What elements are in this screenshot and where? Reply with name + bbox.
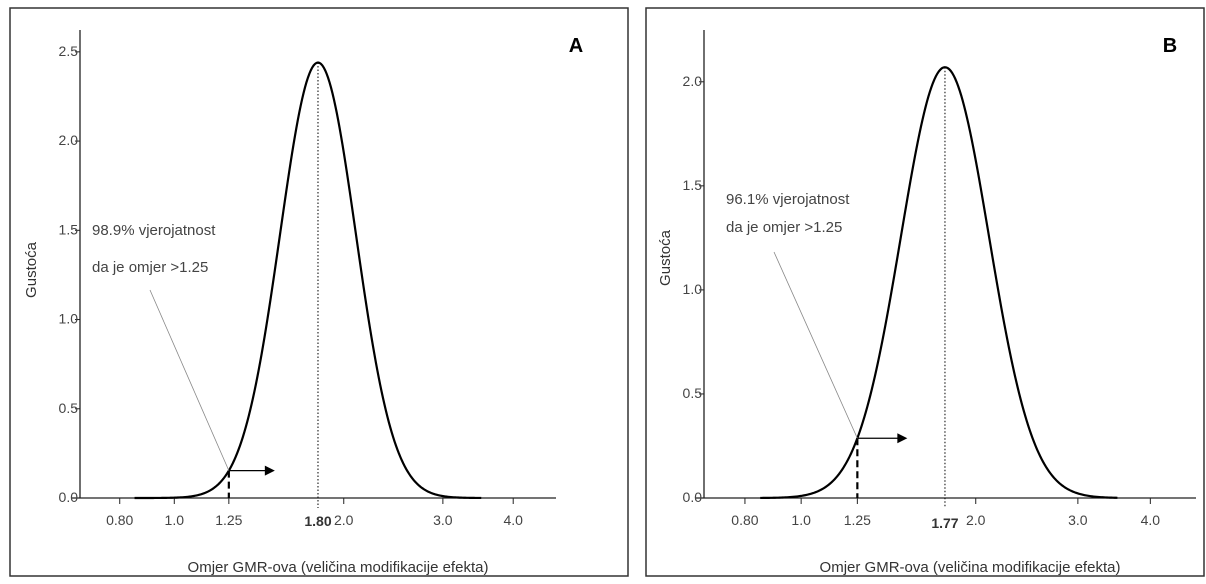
x-axis-label: Omjer GMR-ova (veličina modifikacije efe… bbox=[820, 559, 1121, 576]
panel-frame bbox=[645, 7, 1205, 577]
y-tick-label: 0.0 bbox=[59, 489, 79, 505]
x-tick-label: 0.80 bbox=[731, 512, 758, 528]
mean-label: 1.77 bbox=[931, 515, 958, 531]
x-tick-label: 1.25 bbox=[844, 512, 871, 528]
y-tick-label: 0.0 bbox=[683, 489, 703, 505]
annotation-text: da je omjer >1.25 bbox=[726, 219, 842, 236]
y-tick-label: 2.5 bbox=[59, 43, 79, 59]
arrow-head bbox=[897, 433, 908, 444]
annotation-text: 96.1% vjerojatnost bbox=[726, 191, 850, 208]
panel-label: B bbox=[1163, 35, 1177, 57]
x-tick-label: 4.0 bbox=[503, 512, 523, 528]
y-axis-label: Gustoća bbox=[657, 229, 674, 286]
x-tick-label: 0.80 bbox=[106, 512, 133, 528]
y-tick-label: 2.0 bbox=[683, 73, 703, 89]
x-tick-label: 4.0 bbox=[1141, 512, 1161, 528]
x-tick-label: 2.0 bbox=[966, 512, 986, 528]
x-tick-label: 1.0 bbox=[791, 512, 811, 528]
density-curve bbox=[134, 61, 482, 500]
x-tick-label: 1.0 bbox=[165, 512, 185, 528]
x-tick-label: 2.0 bbox=[334, 512, 354, 528]
y-axis-label: Gustoća bbox=[23, 241, 40, 298]
x-tick-label: 3.0 bbox=[433, 512, 453, 528]
density-chart-b: 0.0 0.5 1.0 1.5 2.0 0.80 1.0 1.25 2.0 3.0 4.0 1.77 9… bbox=[645, 7, 1205, 577]
y-tick-label: 2.0 bbox=[59, 132, 79, 148]
annotation-leader bbox=[773, 251, 858, 439]
panel-frame bbox=[9, 7, 629, 577]
mean-label: 1.80 bbox=[304, 513, 331, 529]
x-tick-label: 3.0 bbox=[1068, 512, 1088, 528]
y-tick-label: 1.0 bbox=[683, 281, 703, 297]
annotation-leader bbox=[149, 289, 230, 471]
density-curve bbox=[760, 66, 1118, 500]
chart-panel-b: 0.0 0.5 1.0 1.5 2.0 0.80 1.0 1.25 2.0 3.0 4.0 1.77 9… bbox=[644, 0, 1206, 584]
y-tick-label: 1.5 bbox=[683, 177, 703, 193]
annotation-text: 98.9% vjerojatnost bbox=[92, 222, 216, 239]
arrow-head bbox=[264, 465, 275, 476]
y-tick-label: 1.0 bbox=[59, 311, 79, 327]
x-axis-label: Omjer GMR-ova (veličina modifikacije efe… bbox=[188, 559, 489, 576]
x-tick-label: 1.25 bbox=[215, 512, 242, 528]
annotation-text: da je omjer >1.25 bbox=[92, 259, 208, 276]
panel-label: A bbox=[569, 35, 583, 57]
y-tick-label: 1.5 bbox=[59, 221, 79, 237]
density-chart-a: 0.0 0.5 1.0 1.5 2.0 2.5 0.80 1.0 1.25 2.0 3.0 4.0 1.… bbox=[9, 7, 629, 577]
chart-panel-a: 0.0 0.5 1.0 1.5 2.0 2.5 0.80 1.0 1.25 2.0 3.0 4.0 1.… bbox=[9, 7, 629, 577]
y-tick-label: 0.5 bbox=[59, 400, 79, 416]
y-tick-label: 0.5 bbox=[683, 385, 703, 401]
